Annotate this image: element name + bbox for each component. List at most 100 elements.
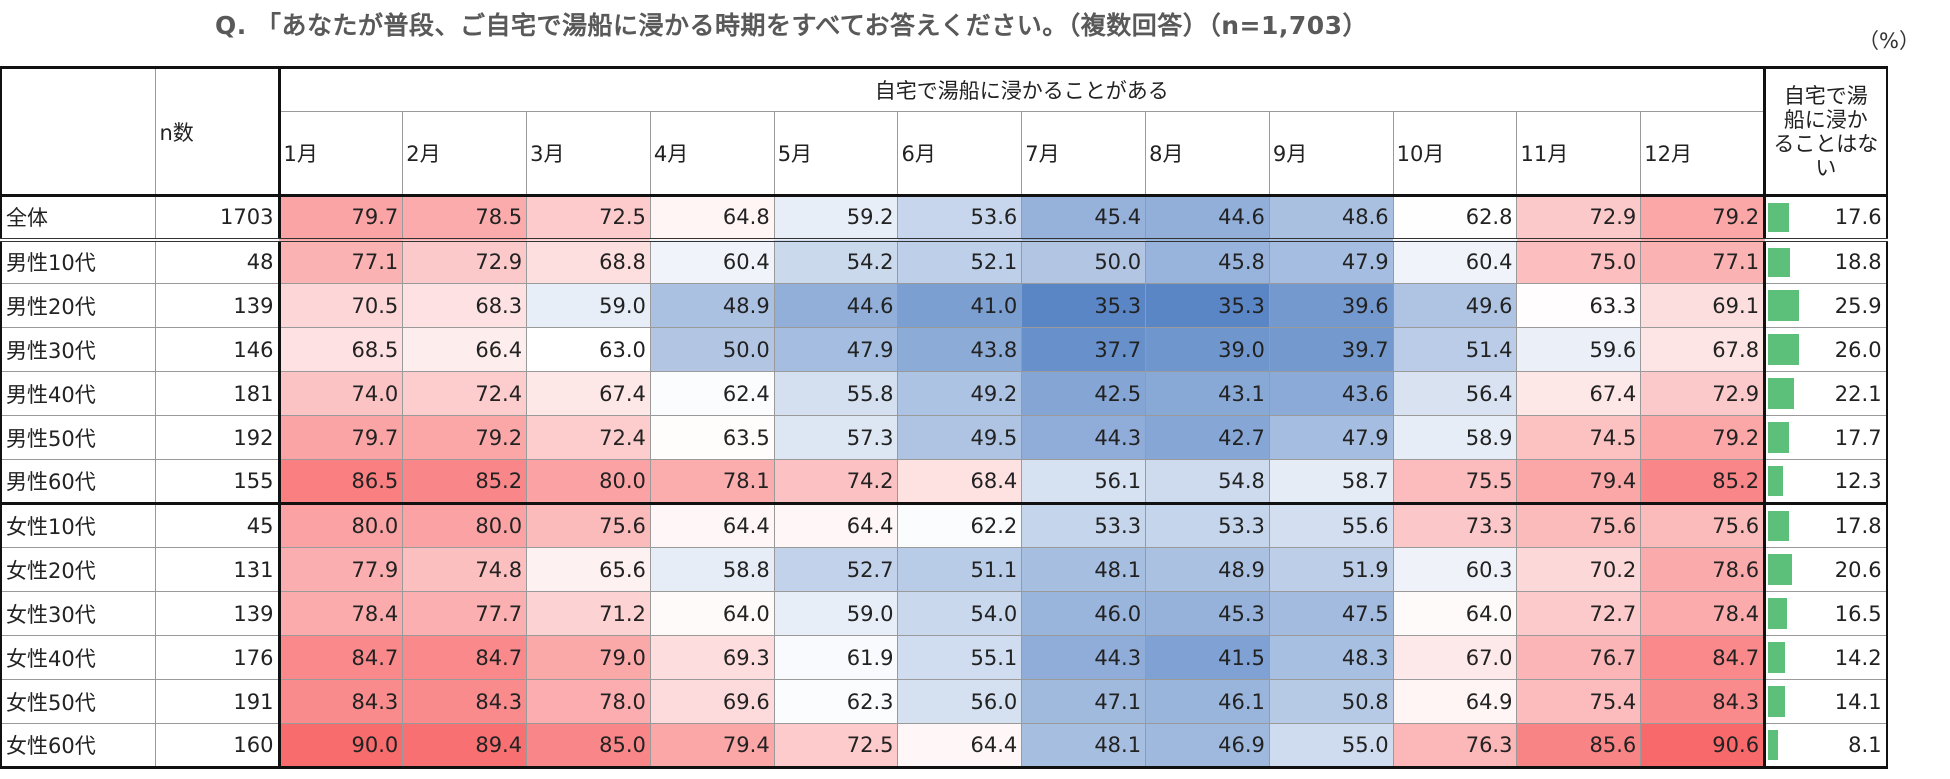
heat-cell: 78.1 bbox=[649, 459, 775, 504]
heat-cell: 79.4 bbox=[649, 723, 775, 769]
heat-cell: 45.4 bbox=[1021, 195, 1147, 240]
heat-cell: 48.9 bbox=[649, 283, 775, 328]
heat-cell: 39.7 bbox=[1268, 327, 1394, 372]
heat-cell: 42.5 bbox=[1021, 371, 1147, 416]
never-value: 14.2 bbox=[1834, 645, 1882, 670]
heat-cell: 48.3 bbox=[1268, 635, 1394, 680]
heat-cell: 41.5 bbox=[1145, 635, 1270, 680]
n-value: 191 bbox=[154, 679, 280, 724]
heat-cell: 79.2 bbox=[1640, 195, 1767, 240]
never-cell: 17.8 bbox=[1764, 502, 1888, 548]
heat-cell: 50.8 bbox=[1268, 679, 1394, 724]
never-value: 17.7 bbox=[1834, 425, 1882, 450]
heat-cell: 54.2 bbox=[773, 237, 899, 284]
month-header: 11月 bbox=[1516, 111, 1642, 197]
heat-cell: 55.6 bbox=[1268, 502, 1394, 548]
never-value: 16.5 bbox=[1834, 601, 1882, 626]
table-row: 男性20代 139 70.5 68.3 59.0 48.9 44.6 41.0 35.3 35.3… bbox=[0, 283, 1888, 328]
row-label: 全体 bbox=[0, 195, 156, 240]
heat-cell: 46.1 bbox=[1145, 679, 1270, 724]
heat-cell: 56.0 bbox=[897, 679, 1023, 724]
heat-cell: 75.6 bbox=[1640, 502, 1767, 548]
heat-cell: 55.1 bbox=[897, 635, 1023, 680]
heat-cell: 75.6 bbox=[1516, 502, 1642, 548]
never-bar bbox=[1768, 334, 1800, 365]
n-value: 192 bbox=[154, 415, 280, 460]
row-label: 男性30代 bbox=[0, 327, 156, 372]
heat-cell: 74.2 bbox=[773, 459, 899, 504]
heat-cell: 59.2 bbox=[773, 195, 899, 240]
never-cell: 8.1 bbox=[1764, 723, 1888, 769]
never-bar bbox=[1768, 203, 1790, 232]
heat-cell: 84.7 bbox=[277, 635, 404, 680]
heat-cell: 64.4 bbox=[897, 723, 1023, 769]
never-cell: 14.2 bbox=[1764, 635, 1888, 680]
heat-cell: 50.0 bbox=[649, 327, 775, 372]
month-header: 8月 bbox=[1145, 111, 1270, 197]
heat-cell: 46.9 bbox=[1145, 723, 1270, 769]
n-value: 45 bbox=[154, 502, 280, 548]
month-header: 3月 bbox=[526, 111, 651, 197]
n-header: n数 bbox=[154, 66, 280, 197]
heat-cell: 77.9 bbox=[277, 547, 404, 592]
never-cell: 25.9 bbox=[1764, 283, 1888, 328]
heat-cell: 69.1 bbox=[1640, 283, 1767, 328]
table-row: 男性30代 146 68.5 66.4 63.0 50.0 47.9 43.8 37.7 39.0… bbox=[0, 327, 1888, 372]
n-value: 146 bbox=[154, 327, 280, 372]
heat-cell: 63.0 bbox=[526, 327, 651, 372]
heat-cell: 74.5 bbox=[1516, 415, 1642, 460]
table-row: 女性60代 160 90.0 89.4 85.0 79.4 72.5 64.4 48.1 46.9… bbox=[0, 723, 1888, 769]
heat-cell: 80.0 bbox=[526, 459, 651, 504]
never-bar bbox=[1768, 598, 1788, 629]
heat-cell: 64.9 bbox=[1392, 679, 1518, 724]
month-header: 12月 bbox=[1640, 111, 1767, 197]
month-header: 4月 bbox=[649, 111, 775, 197]
heat-cell: 62.4 bbox=[649, 371, 775, 416]
heat-cell: 68.5 bbox=[277, 327, 404, 372]
never-cell: 17.6 bbox=[1764, 195, 1888, 240]
heat-cell: 65.6 bbox=[526, 547, 651, 592]
heat-cell: 64.0 bbox=[649, 591, 775, 636]
heat-cell: 67.4 bbox=[1516, 371, 1642, 416]
heat-cell: 58.9 bbox=[1392, 415, 1518, 460]
heat-cell: 59.0 bbox=[526, 283, 651, 328]
heat-cell: 44.6 bbox=[1145, 195, 1270, 240]
heat-cell: 49.5 bbox=[897, 415, 1023, 460]
heat-cell: 47.5 bbox=[1268, 591, 1394, 636]
never-bar bbox=[1768, 642, 1786, 673]
corner-cell bbox=[0, 66, 156, 197]
heat-cell: 57.3 bbox=[773, 415, 899, 460]
n-value: 176 bbox=[154, 635, 280, 680]
row-label: 女性30代 bbox=[0, 591, 156, 636]
never-value: 17.8 bbox=[1834, 514, 1882, 538]
heat-cell: 89.4 bbox=[402, 723, 528, 769]
heat-cell: 47.9 bbox=[1268, 415, 1394, 460]
heat-cell: 78.6 bbox=[1640, 547, 1767, 592]
row-label: 女性10代 bbox=[0, 502, 156, 548]
heat-cell: 68.4 bbox=[897, 459, 1023, 504]
heat-cell: 45.8 bbox=[1145, 237, 1270, 284]
heat-cell: 76.3 bbox=[1392, 723, 1518, 769]
heat-cell: 44.6 bbox=[773, 283, 899, 328]
heat-cell: 50.0 bbox=[1021, 237, 1147, 284]
table-row: 女性10代 45 80.0 80.0 75.6 64.4 64.4 62.2 53.3 53.3 5… bbox=[0, 502, 1888, 548]
heat-cell: 85.0 bbox=[526, 723, 651, 769]
heat-cell: 72.4 bbox=[526, 415, 651, 460]
heat-cell: 75.6 bbox=[526, 502, 651, 548]
month-header: 1月 bbox=[277, 111, 404, 197]
heat-cell: 35.3 bbox=[1021, 283, 1147, 328]
never-value: 26.0 bbox=[1834, 337, 1882, 362]
heat-cell: 67.0 bbox=[1392, 635, 1518, 680]
never-bar bbox=[1768, 686, 1786, 717]
heat-cell: 60.3 bbox=[1392, 547, 1518, 592]
heat-cell: 51.4 bbox=[1392, 327, 1518, 372]
heat-cell: 51.9 bbox=[1268, 547, 1394, 592]
row-label: 女性50代 bbox=[0, 679, 156, 724]
heat-cell: 85.6 bbox=[1516, 723, 1642, 769]
heat-cell: 48.1 bbox=[1021, 723, 1147, 769]
heat-cell: 80.0 bbox=[277, 502, 404, 548]
heat-cell: 64.4 bbox=[773, 502, 899, 548]
heat-cell: 79.0 bbox=[526, 635, 651, 680]
heat-cell: 60.4 bbox=[1392, 237, 1518, 284]
heat-cell: 62.3 bbox=[773, 679, 899, 724]
